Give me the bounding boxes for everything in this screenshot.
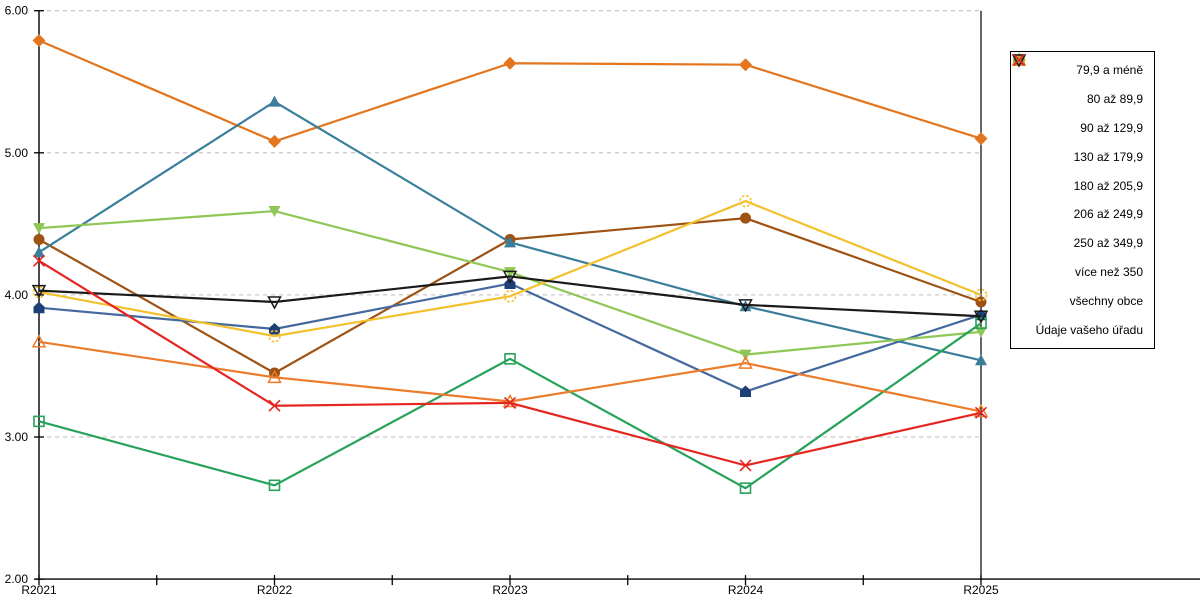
- triangle-down-icon: [268, 206, 281, 218]
- square-open-icon: [268, 479, 281, 492]
- triangle-down-open-legend-icon: [1011, 54, 1027, 68]
- pentagon-icon: [33, 301, 45, 314]
- series-markers-9: [31, 270, 989, 324]
- triangle-down-open-icon: [973, 310, 989, 324]
- legend-item: Údaje vašeho úřadu: [1012, 53, 1148, 337]
- x-cross-icon: [503, 396, 517, 409]
- y-axis-label: 6.00: [5, 4, 29, 18]
- triangle-up-open-icon: [267, 369, 282, 384]
- pentagon-icon: [269, 323, 280, 335]
- circle-icon: [33, 233, 45, 245]
- square-open-icon: [504, 353, 516, 365]
- legend-item: 250 až 349,9: [1012, 53, 1148, 251]
- y-axis-label: 2.00: [5, 572, 29, 586]
- series-line-7: [38, 199, 982, 338]
- circle-open-icon: [739, 194, 752, 208]
- legend-item-label: 130 až 179,9: [1073, 149, 1143, 164]
- circle-open-icon: [503, 290, 517, 303]
- legend-item-label: 250 až 349,9: [1073, 236, 1143, 251]
- legend: 79,9 a méně 80 až 89,9 90 až 129,9 130 až 1…: [1010, 51, 1155, 349]
- legend-item-label: více než 350: [1074, 264, 1143, 279]
- diamond-icon: [503, 56, 517, 70]
- pentagon-icon: [740, 385, 751, 398]
- triangle-down-icon: [739, 349, 752, 361]
- series-markers-3: [33, 95, 987, 366]
- diamond-icon: [739, 58, 752, 72]
- legend-item-label: 206 až 249,9: [1073, 207, 1143, 222]
- x-axis-label: R2021: [21, 583, 57, 597]
- x-cross-legend-icon: [1012, 53, 1026, 67]
- triangle-down-icon: [504, 267, 516, 279]
- series-markers-7: [32, 194, 988, 343]
- x-axis-label: R2025: [963, 583, 999, 597]
- series-markers-1: [32, 34, 988, 148]
- legend-item-label: Údaje vašeho úřadu: [1035, 322, 1143, 337]
- x-axis-label: R2024: [728, 583, 764, 597]
- square-open-icon: [975, 317, 987, 330]
- legend-item-label: všechny obce: [1069, 293, 1143, 308]
- legend-item-label: 90 až 129,9: [1080, 120, 1143, 135]
- series-markers-2: [33, 212, 987, 379]
- triangle-down-icon: [33, 223, 45, 235]
- series-line-1: [38, 39, 982, 143]
- x-axis-label: R2022: [257, 583, 293, 597]
- legend-item: 79,9 a méně: [1012, 53, 1148, 78]
- x-cross-icon: [32, 254, 46, 267]
- triangle-down-open-icon: [502, 270, 518, 284]
- circle-open-icon: [974, 288, 988, 302]
- x-axis-label: R2023: [492, 583, 528, 597]
- series-line-8: [38, 340, 982, 413]
- circle-open-icon: [268, 329, 281, 343]
- legend-item: 90 až 129,9: [1013, 54, 1148, 135]
- triangle-up-icon: [975, 354, 987, 366]
- legend-item-label: 180 až 205,9: [1073, 178, 1143, 193]
- triangle-up-open-icon: [31, 334, 47, 348]
- y-axis-label: 3.00: [5, 430, 29, 444]
- x-cross-icon: [974, 406, 988, 419]
- legend-item: více než 350: [1011, 52, 1148, 279]
- series-line-9: [38, 275, 982, 318]
- square-open-icon: [739, 482, 752, 494]
- series-markers-8: [31, 334, 989, 418]
- square-open-icon: [33, 415, 45, 428]
- series-markers-5: [33, 206, 987, 361]
- diamond-icon: [974, 132, 988, 146]
- diamond-icon: [268, 134, 281, 148]
- series-markers-6: [33, 317, 987, 494]
- series-line-4: [38, 282, 982, 393]
- y-axis-label: 4.00: [5, 288, 29, 302]
- x-cross-icon: [268, 399, 281, 412]
- circle-open-icon: [32, 285, 46, 299]
- legend-item: 130 až 179,9: [1013, 54, 1148, 164]
- legend-item: 180 až 205,9: [1013, 55, 1148, 193]
- legend-item: 80 až 89,9: [1013, 54, 1148, 107]
- series-line-6: [38, 322, 982, 490]
- triangle-down-open-icon: [1011, 54, 1027, 68]
- legend-item: 206 až 249,9: [1013, 54, 1148, 222]
- diamond-icon: [32, 34, 46, 48]
- legend-item-label: 80 až 89,9: [1086, 92, 1143, 107]
- triangle-up-icon: [33, 246, 45, 258]
- triangle-down-open-icon: [267, 296, 282, 310]
- triangle-up-icon: [268, 95, 281, 107]
- triangle-up-icon: [504, 236, 516, 248]
- circle-icon: [740, 212, 751, 224]
- x-cross-icon: [1012, 53, 1026, 67]
- triangle-down-icon: [975, 326, 987, 338]
- legend-item-label: 79,9 a méně: [1076, 63, 1143, 78]
- triangle-down-open-icon: [31, 284, 47, 299]
- circle-icon: [975, 296, 987, 308]
- y-axis-label: 5.00: [5, 146, 29, 160]
- x-cross-icon: [739, 459, 752, 472]
- legend-item: všechny obce: [1011, 54, 1148, 308]
- triangle-down-open-icon: [738, 299, 753, 313]
- triangle-up-open-icon: [738, 355, 753, 369]
- series-markers-10: [32, 254, 988, 472]
